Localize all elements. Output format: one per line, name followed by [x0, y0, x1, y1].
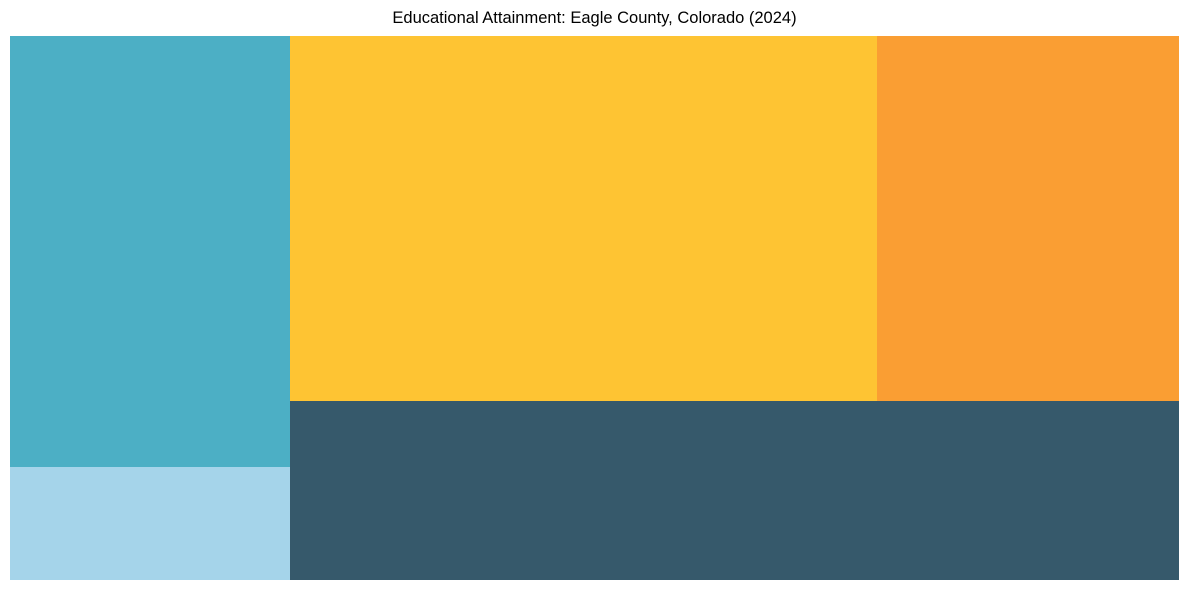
treemap — [10, 36, 1179, 580]
treemap-tile-yellow[interactable] — [290, 36, 877, 401]
treemap-tile-dark-slate[interactable] — [290, 401, 1179, 580]
treemap-tile-orange[interactable] — [877, 36, 1179, 401]
treemap-tile-light-blue[interactable] — [10, 467, 290, 580]
treemap-tile-teal[interactable] — [10, 36, 290, 467]
chart-title: Educational Attainment: Eagle County, Co… — [392, 9, 797, 27]
